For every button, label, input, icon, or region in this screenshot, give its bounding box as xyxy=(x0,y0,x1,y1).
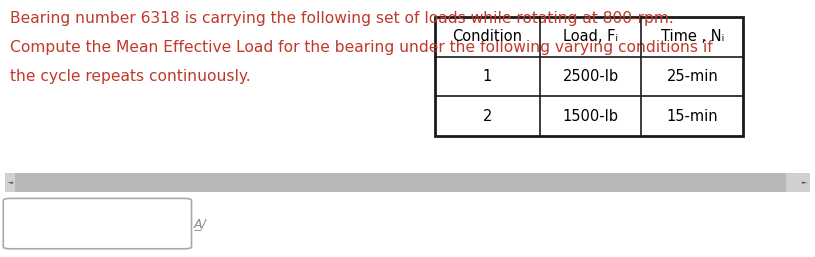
Text: Compute the Mean Effective Load for the bearing under the following varying cond: Compute the Mean Effective Load for the … xyxy=(10,40,712,55)
Bar xyxy=(15,173,786,192)
Text: 1: 1 xyxy=(482,69,492,84)
Bar xyxy=(5,173,810,192)
Polygon shape xyxy=(7,182,13,184)
Text: 2500-lb: 2500-lb xyxy=(562,69,619,84)
Text: the cycle repeats continuously.: the cycle repeats continuously. xyxy=(10,69,250,84)
Text: 25-min: 25-min xyxy=(667,69,718,84)
Text: Condition: Condition xyxy=(452,29,522,44)
Text: Load, Fᵢ: Load, Fᵢ xyxy=(563,29,618,44)
Text: Time , Nᵢ: Time , Nᵢ xyxy=(661,29,724,44)
Text: 2: 2 xyxy=(482,109,492,124)
Text: A̲/: A̲/ xyxy=(194,217,207,230)
Polygon shape xyxy=(802,182,808,184)
Text: Bearing number 6318 is carrying the following set of loads while rotating at 800: Bearing number 6318 is carrying the foll… xyxy=(10,11,673,26)
Bar xyxy=(435,17,743,136)
FancyBboxPatch shape xyxy=(3,198,192,249)
Text: 15-min: 15-min xyxy=(667,109,718,124)
Text: 1500-lb: 1500-lb xyxy=(562,109,619,124)
